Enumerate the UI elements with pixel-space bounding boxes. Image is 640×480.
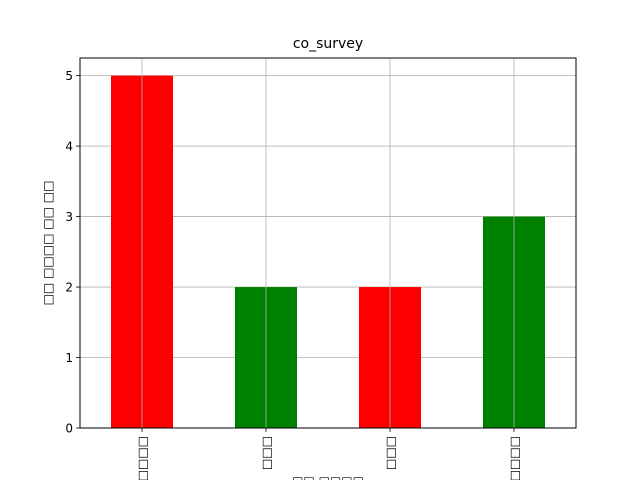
y-tick-label: 3 bbox=[65, 210, 73, 224]
chart-title: co_survey bbox=[293, 36, 363, 52]
y-axis: 0 1 2 3 4 5 bbox=[65, 69, 80, 436]
y-tick-label: 1 bbox=[65, 351, 73, 365]
bars bbox=[111, 75, 545, 428]
y-tick-label: 5 bbox=[65, 69, 73, 83]
y-tick-label: 2 bbox=[65, 281, 73, 295]
y-tick-label: 0 bbox=[65, 422, 73, 436]
x-axis: □□□□ □□□ □□□ □□□□ bbox=[136, 428, 522, 480]
grid-lines-front bbox=[141, 58, 515, 428]
x-tick-label: □□□□ bbox=[136, 436, 150, 480]
y-axis-label: □□ □□□□ □□ □□ bbox=[41, 181, 55, 306]
x-tick-label: □□□ bbox=[260, 436, 274, 470]
x-axis-label: □□ □□□□ bbox=[292, 474, 364, 480]
y-tick-label: 4 bbox=[65, 140, 73, 154]
plot-frame bbox=[79, 57, 577, 429]
x-tick-label: □□□ bbox=[384, 436, 398, 470]
x-tick-label: □□□□ bbox=[508, 436, 522, 480]
